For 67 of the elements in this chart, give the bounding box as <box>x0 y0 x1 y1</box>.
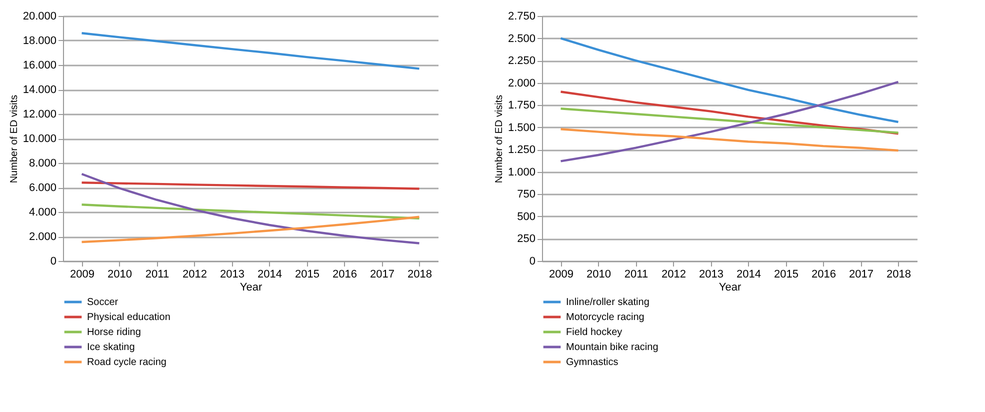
line-series <box>80 216 420 244</box>
x-tick-label: 2011 <box>145 268 170 280</box>
line-series <box>80 182 420 190</box>
legend-label: Field hockey <box>566 327 622 338</box>
x-tick-label: 2018 <box>408 268 432 280</box>
legend-label: Ice skating <box>87 342 135 353</box>
y-tick-label: 2.000 <box>508 77 536 90</box>
x-axis-title: Year <box>718 282 742 294</box>
legend-label: Motorcycle racing <box>566 312 644 323</box>
y-tick-label: 2.500 <box>508 32 536 45</box>
x-tick-label: 2011 <box>624 268 648 280</box>
x-tick-label: 2013 <box>220 268 244 280</box>
x-tick-label: 2013 <box>699 268 724 280</box>
x-tick-label: 2009 <box>70 268 94 280</box>
y-tick-label: 2.750 <box>508 10 536 22</box>
y-tick-label: 1.250 <box>508 144 536 156</box>
x-tick-label: 2012 <box>182 268 207 280</box>
line-series <box>80 204 420 220</box>
y-tick-label: 750 <box>517 188 536 201</box>
legend-label: Soccer <box>87 297 119 308</box>
y-tick-label: 6.000 <box>28 182 56 194</box>
line-series <box>560 128 900 152</box>
x-tick-label: 2017 <box>370 268 394 280</box>
legend-label: Physical education <box>87 312 170 323</box>
y-tick-label: 1.500 <box>508 122 536 134</box>
x-tick-label: 2017 <box>849 268 874 280</box>
line-series <box>560 90 900 135</box>
y-tick-label: 2.250 <box>508 55 536 68</box>
x-tick-label: 2016 <box>812 268 836 280</box>
x-axis-title: Year <box>240 282 262 294</box>
x-tick-label: 2009 <box>549 268 574 280</box>
x-tick-label: 2018 <box>886 268 911 280</box>
y-axis-title: Number of ED visits <box>8 94 20 184</box>
x-tick-label: 2014 <box>258 268 282 280</box>
x-tick-label: 2012 <box>662 268 686 280</box>
y-tick-label: 0 <box>529 256 536 268</box>
line-series <box>560 37 900 124</box>
y-tick-label: 2.000 <box>28 231 56 243</box>
y-tick-label: 14.000 <box>22 84 56 96</box>
legend-label: Gymnastics <box>566 357 618 368</box>
x-tick-label: 2015 <box>295 268 320 280</box>
y-tick-label: 1.750 <box>508 100 536 112</box>
line-series <box>80 172 420 244</box>
line-series <box>560 108 900 134</box>
y-tick-label: 12.000 <box>22 108 56 120</box>
legend-label: Inline/roller skating <box>566 297 650 308</box>
y-tick-label: 16.000 <box>22 60 56 72</box>
x-tick-label: 2016 <box>332 268 357 280</box>
line-series <box>80 32 420 70</box>
y-tick-label: 250 <box>517 233 536 246</box>
y-tick-label: 0 <box>50 256 56 268</box>
y-tick-label: 4.000 <box>28 206 56 218</box>
legend-label: Road cycle racing <box>87 357 166 368</box>
legend-label: Mountain bike racing <box>566 342 658 353</box>
x-tick-label: 2010 <box>108 268 132 280</box>
y-tick-label: 20.000 <box>22 10 56 22</box>
y-axis-title: Number of ED visits <box>494 94 505 184</box>
x-tick-label: 2015 <box>774 268 798 280</box>
x-tick-label: 2014 <box>736 268 761 280</box>
y-tick-label: 1.000 <box>508 166 536 178</box>
y-tick-label: 500 <box>517 210 536 223</box>
legend-label: Horse riding <box>87 327 141 338</box>
x-tick-label: 2010 <box>586 268 611 280</box>
y-tick-label: 18.000 <box>22 35 56 47</box>
line-series <box>560 80 900 162</box>
y-tick-label: 10.000 <box>22 133 56 145</box>
y-tick-label: 8.000 <box>28 158 56 170</box>
